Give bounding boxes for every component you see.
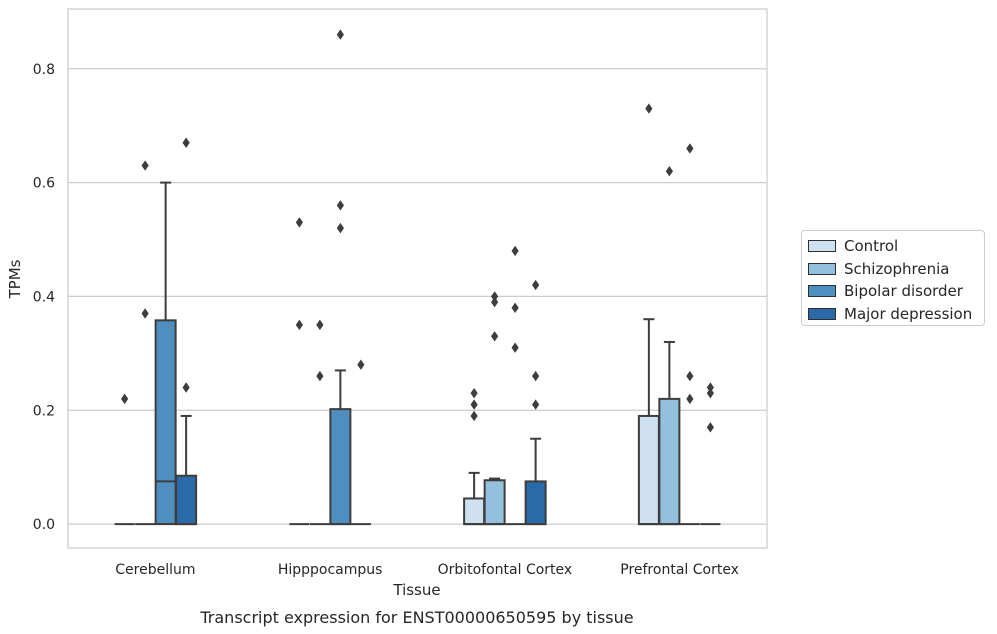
box-bipolar-disorder [329, 29, 352, 526]
x-axis-ticks: Cerebellum Hipppocampus Orbitofontal Corte… [115, 562, 739, 578]
box-bipolar-disorder [505, 245, 526, 526]
outlier-point [686, 370, 694, 382]
box-body [524, 480, 547, 526]
legend-swatch-schizophrenia [808, 262, 836, 275]
box-body [154, 319, 177, 526]
outlier-point [316, 370, 324, 382]
outlier-point [141, 160, 149, 171]
outlier-point [470, 399, 478, 410]
box-schizophrenia [658, 166, 681, 526]
boxes [114, 29, 721, 526]
outlier-point [357, 359, 365, 370]
legend-swatch-control [808, 240, 836, 253]
legend: Control Schizophrenia Bipolar disorder M… [801, 230, 985, 326]
box-major-depression [700, 382, 721, 526]
outlier-point [121, 393, 129, 405]
outlier-point [316, 319, 324, 331]
y-tick-label: 0.6 [33, 176, 55, 192]
outlier-point [182, 137, 190, 148]
outlier-point [532, 279, 540, 291]
y-tick-label: 0.0 [33, 517, 55, 533]
box-body [658, 397, 681, 526]
box-schizophrenia [483, 291, 506, 526]
legend-item-major-depression: Major depression [808, 303, 984, 326]
outlier-point [511, 245, 519, 257]
legend-item-bipolar-disorder: Bipolar disorder [808, 280, 984, 303]
legend-item-control: Control [808, 235, 984, 258]
outlier-point [532, 370, 540, 382]
box-bipolar-disorder [154, 181, 177, 526]
outlier-point [686, 143, 694, 154]
y-tick-label: 0.4 [33, 289, 55, 305]
box-body [637, 414, 660, 526]
outlier-point [491, 291, 499, 302]
box-major-depression [524, 279, 547, 526]
outlier-point [295, 319, 303, 331]
legend-label: Schizophrenia [844, 259, 950, 278]
box-schizophrenia [309, 319, 330, 526]
x-tick-label: Cerebellum [115, 562, 195, 578]
legend-item-schizophrenia: Schizophrenia [808, 258, 984, 281]
legend-label: Control [844, 237, 899, 256]
legend-swatch-bipolar-disorder [808, 285, 836, 298]
box-body [329, 408, 352, 526]
y-axis-label: TPMs [6, 259, 24, 299]
box-control [114, 393, 135, 526]
box-major-depression [175, 137, 198, 526]
x-tick-label: Prefrontal Cortex [620, 562, 739, 578]
y-axis-ticks: 0.0 0.2 0.4 0.6 0.8 [33, 62, 55, 533]
outlier-point [645, 103, 653, 114]
outlier-point [336, 222, 344, 234]
x-tick-label: Hipppocampus [278, 562, 383, 578]
y-tick-label: 0.2 [33, 403, 55, 419]
legend-swatch-major-depression [808, 308, 836, 321]
outlier-point [665, 166, 673, 177]
box-bipolar-disorder [679, 143, 700, 526]
x-tick-label: Orbitofontal Cortex [438, 562, 573, 578]
outlier-point [336, 29, 344, 40]
outlier-point [511, 342, 519, 353]
outlier-point [706, 387, 714, 399]
outlier-point [470, 387, 478, 399]
plot-area-frame [67, 8, 768, 549]
box-major-depression [350, 359, 371, 526]
outlier-point [470, 410, 478, 422]
box-control [289, 217, 310, 526]
outlier-point [706, 422, 714, 433]
box-body [175, 474, 198, 526]
box-schizophrenia [135, 160, 156, 526]
box-control [637, 103, 660, 526]
box-body [463, 497, 486, 526]
outlier-point [532, 399, 540, 410]
outlier-point [141, 308, 149, 319]
y-tick-label: 0.8 [33, 62, 55, 78]
outlier-point [511, 302, 519, 314]
outlier-point [182, 382, 190, 393]
chart-title: Transcript expression for ENST0000065059… [199, 608, 633, 627]
outlier-point [336, 200, 344, 211]
legend-label: Bipolar disorder [844, 282, 963, 301]
outlier-point [686, 393, 694, 405]
x-axis-label: Tissue [392, 581, 440, 599]
outlier-point [491, 331, 499, 342]
outlier-point [706, 382, 714, 393]
outlier-point [295, 217, 303, 228]
legend-label: Major depression [844, 305, 973, 324]
outlier-point [491, 296, 499, 308]
box-control [463, 387, 486, 526]
box-body [483, 479, 506, 526]
